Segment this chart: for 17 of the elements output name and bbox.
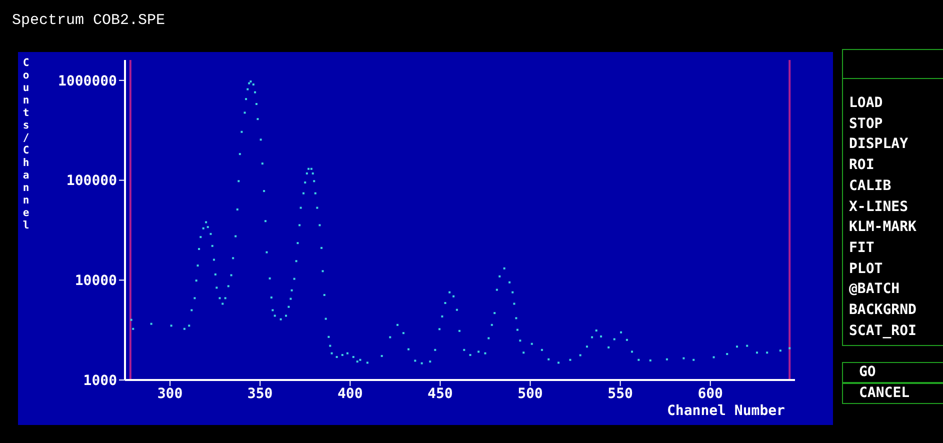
y-tick-label: 10000 xyxy=(74,273,117,290)
x-tick-label: 550 xyxy=(608,386,633,402)
text: CANCEL xyxy=(842,383,943,404)
menu-panel: LOAD STOP DISPLAY ROI CALIB X-LINES KLM-MARK FIT PLOT @BATCH BACKGRND SCAT_ROI xyxy=(842,49,943,346)
y-tick-label: 100000 xyxy=(66,173,117,190)
x-tick-label: 500 xyxy=(518,386,543,402)
x-tick-label: 350 xyxy=(247,386,273,402)
x-axis-title: Channel Number xyxy=(666,403,785,419)
x-tick-label: 400 xyxy=(337,386,363,402)
chart-title: Spectrum COB2.SPE xyxy=(12,12,166,29)
x-tick-label: 450 xyxy=(428,386,453,402)
x-tick-label: 600 xyxy=(698,386,723,402)
y-tick-label: 1000 xyxy=(83,372,117,389)
x-tick-label: 300 xyxy=(157,386,183,402)
y-tick-label: 1000000 xyxy=(58,73,117,90)
text: Counts/Channel xyxy=(22,57,30,232)
text: GO xyxy=(842,362,943,383)
